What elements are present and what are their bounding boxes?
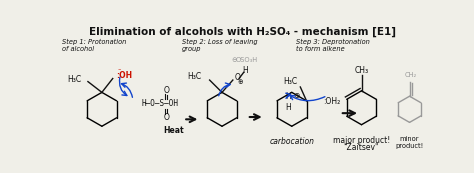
Text: CH₃: CH₃	[355, 66, 369, 75]
Text: Heat: Heat	[164, 126, 184, 135]
Text: H₃C: H₃C	[68, 75, 82, 84]
Text: carbocation: carbocation	[269, 137, 314, 146]
Text: :OH: :OH	[117, 71, 133, 80]
Text: H: H	[285, 102, 291, 112]
Text: product!: product!	[395, 143, 424, 149]
Text: "Zaitsev": "Zaitsev"	[344, 143, 379, 152]
Text: O: O	[235, 73, 240, 82]
Text: O: O	[164, 86, 170, 95]
Text: H–O–S–OH: H–O–S–OH	[142, 99, 179, 108]
Text: CH₂: CH₂	[405, 72, 417, 78]
Text: OSO₃H: OSO₃H	[236, 57, 258, 63]
Text: Step 2: Loss of leaving
group: Step 2: Loss of leaving group	[182, 39, 257, 52]
Text: Step 3: Deprotonation
to form alkene: Step 3: Deprotonation to form alkene	[296, 39, 370, 52]
Text: H₃C: H₃C	[188, 72, 202, 81]
Text: Elimination of alcohols with H₂SO₄ - mechanism [E1]: Elimination of alcohols with H₂SO₄ - mec…	[90, 27, 396, 37]
Text: H: H	[285, 92, 291, 101]
Text: ··: ··	[117, 67, 121, 73]
Text: H₃C: H₃C	[283, 77, 297, 86]
Text: ⊖: ⊖	[232, 57, 237, 63]
Text: H: H	[242, 66, 248, 75]
Text: Step 1: Protonation
of alcohol: Step 1: Protonation of alcohol	[63, 39, 127, 52]
Text: ⊕: ⊕	[293, 91, 300, 100]
Text: :OH₂: :OH₂	[323, 97, 341, 106]
Text: major product!: major product!	[333, 136, 390, 145]
Text: ⊕: ⊕	[238, 79, 243, 85]
Text: minor: minor	[400, 136, 419, 142]
Text: O: O	[164, 112, 170, 121]
